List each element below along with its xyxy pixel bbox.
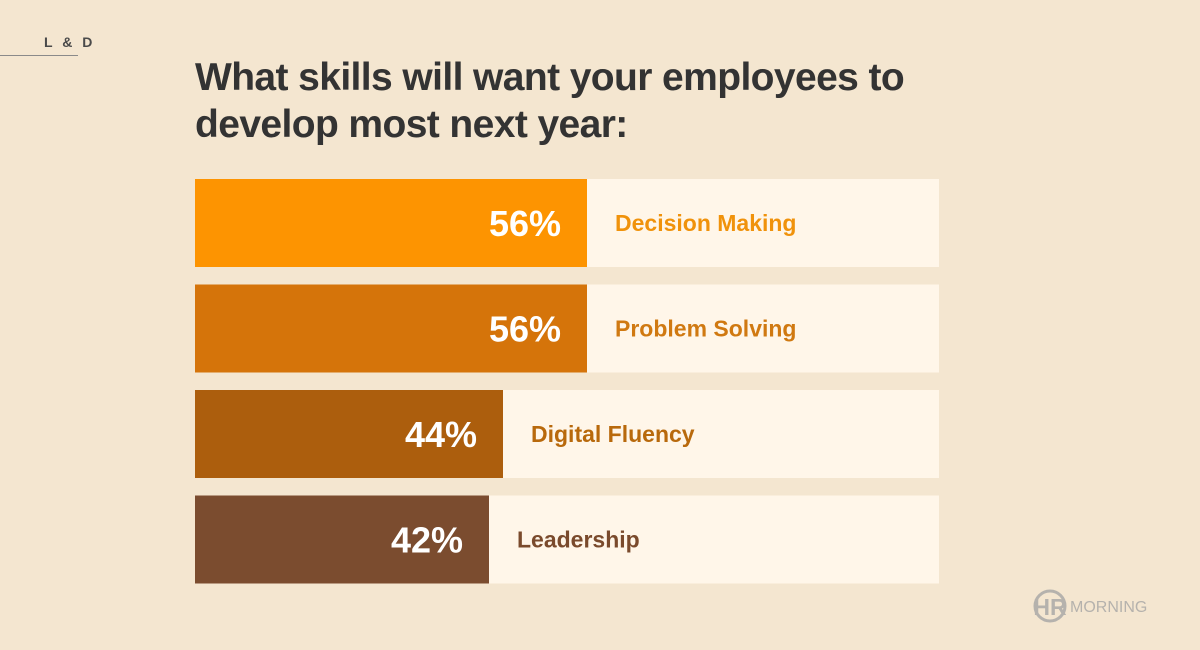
bar-category-label: Leadership	[517, 527, 640, 553]
bar-category-label: Digital Fluency	[531, 421, 695, 447]
bar-value-label: 56%	[489, 309, 561, 350]
hr-morning-logo: HR MORNING	[1033, 589, 1147, 623]
bar-category-label: Problem Solving	[615, 316, 796, 342]
logo-mark: HR	[1033, 594, 1067, 620]
bar-value-label: 44%	[405, 414, 477, 455]
bar	[195, 495, 489, 584]
bar-value-label: 42%	[391, 520, 463, 561]
chart-title: What skills will want your employees to …	[195, 56, 905, 146]
section-tag: L & D	[44, 34, 96, 50]
logo-ring	[1033, 589, 1067, 623]
bar	[195, 390, 503, 478]
bar-category-label: Decision Making	[615, 210, 796, 236]
logo-word: MORNING	[1070, 599, 1147, 616]
bar	[195, 284, 587, 373]
section-divider	[0, 55, 78, 56]
bar-value-label: 56%	[489, 203, 561, 244]
bar	[195, 179, 587, 267]
